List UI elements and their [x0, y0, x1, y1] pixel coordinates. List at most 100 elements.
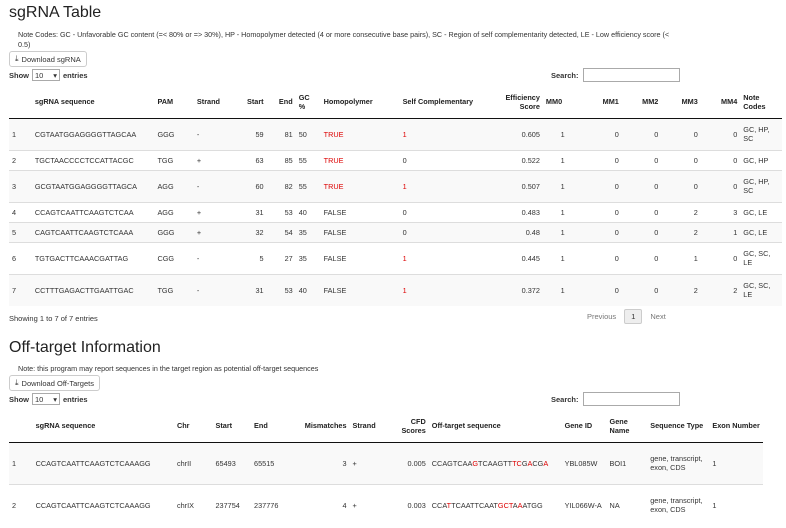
download-off-targets-button[interactable]: ⤓ Download Off-Targets	[9, 375, 100, 391]
table-cell: FALSE	[320, 273, 400, 306]
column-header[interactable]: Exon Number	[709, 410, 763, 443]
column-header[interactable]: MM2	[621, 86, 662, 119]
table-cell: 2	[661, 273, 701, 306]
column-header[interactable]: MM0	[542, 86, 583, 119]
column-header[interactable]: Sequence Type	[647, 410, 710, 443]
table-cell: -	[193, 241, 234, 274]
table-cell: CGTAATGGAGGGGTTAGCAA	[31, 117, 155, 150]
table-cell: +	[193, 221, 234, 242]
search-input[interactable]	[582, 392, 680, 406]
table-cell: FALSE	[320, 201, 400, 222]
download-sgrna-button[interactable]: ⤓ Download sgRNA	[9, 51, 87, 67]
column-header[interactable]: Start	[233, 86, 267, 119]
column-header[interactable]: MM4	[700, 86, 741, 119]
table-cell: 0	[700, 169, 741, 202]
table-cell: 3	[700, 201, 741, 222]
table-cell: 0	[582, 169, 622, 202]
column-header[interactable]	[9, 86, 32, 119]
column-header[interactable]: Strand	[193, 86, 234, 119]
column-header[interactable]: Gene ID	[561, 410, 607, 443]
matched-bases: ATGG	[522, 500, 543, 510]
entries-select[interactable]: 10 ▾	[32, 393, 60, 405]
column-header[interactable]: Self Complementary	[399, 86, 483, 119]
column-header[interactable]	[9, 410, 33, 443]
off-target-sequence-cell: CCAGTCAAGTCAAGTTTCGACGA	[428, 441, 562, 484]
entries-select[interactable]: 10 ▾	[32, 69, 60, 81]
column-header[interactable]: Start	[212, 410, 252, 443]
table-cell: 60	[233, 169, 267, 202]
column-header[interactable]: MM3	[661, 86, 701, 119]
table-cell: 0	[399, 221, 483, 242]
column-header[interactable]: Efficiency Score	[482, 86, 543, 119]
entries-value: 10	[35, 70, 44, 80]
table-cell: -	[193, 169, 234, 202]
table-cell: 6	[9, 241, 32, 274]
table-cell: 0	[621, 169, 662, 202]
table-cell: 0	[621, 117, 662, 150]
column-header[interactable]: Chr	[173, 410, 213, 443]
table-cell: 7	[9, 273, 32, 306]
column-header[interactable]: End	[266, 86, 296, 119]
column-header[interactable]: Strand	[349, 410, 389, 443]
table-cell: AGG	[154, 201, 194, 222]
page-1-button[interactable]: 1	[624, 309, 643, 324]
matched-bases: TCAATTCAAT	[451, 500, 498, 510]
next-button[interactable]: Next	[650, 312, 666, 321]
table-cell: TGTGACTTCAAACGATTAG	[31, 241, 155, 274]
mismatch-base: G	[472, 458, 479, 468]
table-cell: 4	[287, 483, 350, 526]
column-header[interactable]: CFD Scores	[388, 410, 429, 443]
table-cell: CAGTCAATTCAAGTCTCAAA	[31, 221, 155, 242]
table-cell: 1	[542, 221, 583, 242]
table-cell: GC, HP	[740, 149, 782, 170]
table-row: 3 GCGTAATGGAGGGGTTAGCA AGG -60 82 55 TRUE 1 0.50…	[9, 169, 782, 202]
column-header[interactable]: Gene Name	[606, 410, 648, 443]
mismatch-base: A	[517, 500, 523, 510]
table-cell: 82	[266, 169, 296, 202]
column-header[interactable]: sgRNA sequence	[31, 86, 155, 119]
download-icon: ⤓	[15, 54, 19, 63]
column-header[interactable]: MM1	[582, 86, 622, 119]
table-row: 7 CCTTTGAGACTTGAATTGAC TGG -31 53 40 FALSE 1 0.3…	[9, 273, 782, 306]
table-cell: -	[193, 273, 234, 306]
table-cell: TGG	[154, 149, 194, 170]
column-header[interactable]: End	[251, 410, 288, 443]
table-row: 5 CAGTCAATTCAAGTCTCAAA GGG +32 54 35 FALSE 0 0.4…	[9, 221, 782, 242]
table-cell: AGG	[154, 169, 194, 202]
table-cell: GC, LE	[740, 201, 782, 222]
table-cell: 0	[661, 117, 701, 150]
previous-button[interactable]: Previous	[587, 312, 617, 321]
table-cell: 85	[266, 149, 296, 170]
table-cell: 0.605	[482, 117, 543, 150]
table-row: 2 CCAGTCAATTCAAGTCTCAAAGG chrIX 237754 23777…	[9, 483, 763, 526]
table-cell: GC, HP, SC	[740, 117, 782, 150]
entries-label: entries	[63, 394, 88, 404]
column-header[interactable]: Off-target sequence	[428, 410, 562, 443]
table-cell: 35	[295, 241, 321, 274]
table-cell: FALSE	[320, 221, 400, 242]
column-header[interactable]: Mismatches	[287, 410, 350, 443]
download-off-targets-label: Download Off-Targets	[21, 378, 94, 388]
note-codes-text: Note Codes: GC - Unfavorable GC content …	[18, 30, 670, 49]
column-header[interactable]: GC %	[295, 86, 321, 119]
table-cell: 1	[399, 273, 483, 306]
chevron-down-icon: ▾	[53, 70, 57, 80]
table-cell: 5	[9, 221, 32, 242]
table-row: 1 CCAGTCAATTCAAGTCTCAAAGG chrII 65493 65515 3…	[9, 441, 763, 484]
table-cell: 65515	[251, 441, 288, 484]
table-cell: GC, LE	[740, 221, 782, 242]
column-header[interactable]: Note Codes	[740, 86, 782, 119]
table-cell: 1	[661, 241, 701, 274]
column-header[interactable]: Homopolymer	[320, 86, 400, 119]
table-cell: +	[193, 149, 234, 170]
table-cell: 1	[399, 117, 483, 150]
table-cell: 3	[287, 441, 350, 484]
table-cell: CCAGTCAATTCAAGTCTCAAAGG	[32, 441, 174, 484]
sgrna-table: sgRNA sequence PAM Strand Start End GC % Homop…	[9, 86, 782, 306]
table-cell: GC, SC, LE	[740, 273, 782, 306]
column-header[interactable]: sgRNA sequence	[32, 410, 174, 443]
search-input[interactable]	[582, 68, 680, 82]
column-header[interactable]: PAM	[154, 86, 194, 119]
table-cell: -	[193, 117, 234, 150]
table-cell: YIL066W-A	[561, 483, 607, 526]
